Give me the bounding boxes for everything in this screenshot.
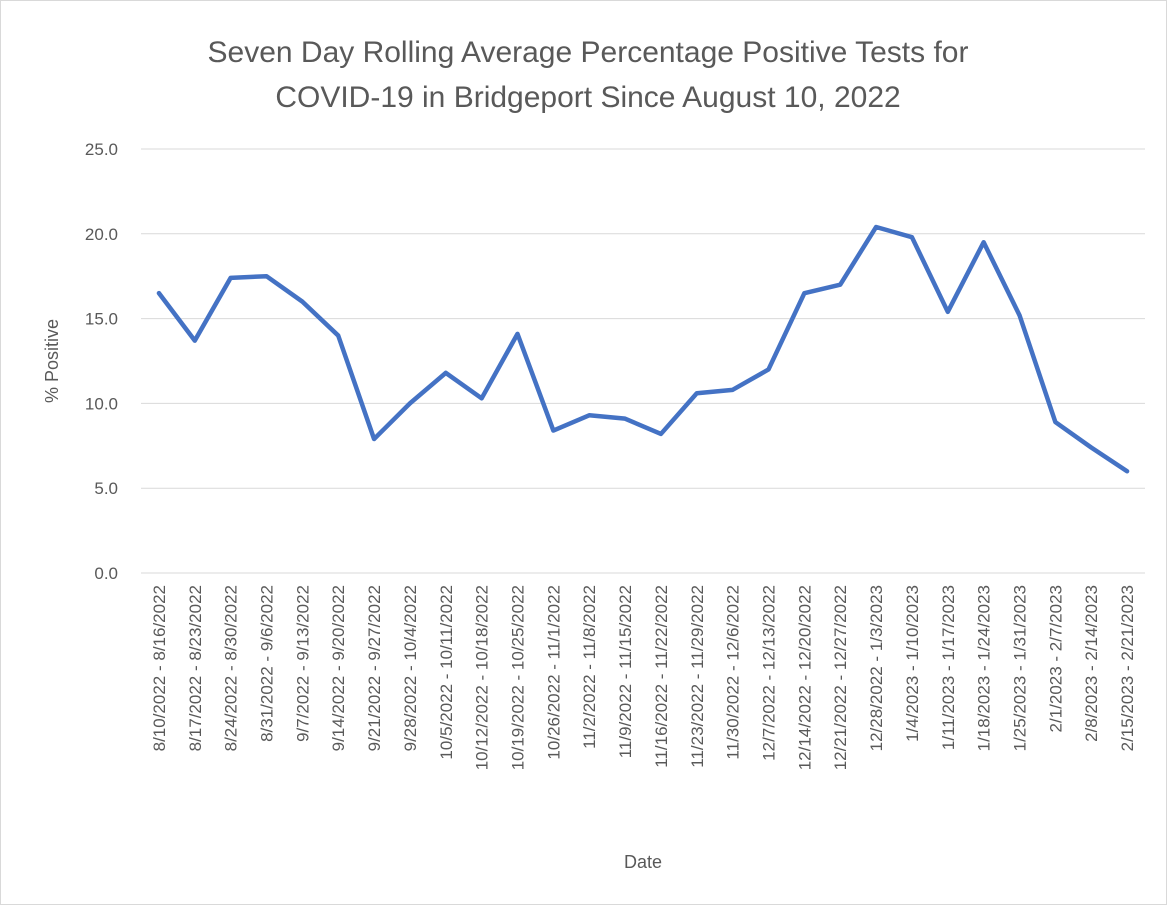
y-tick-label: 10.0 [85, 394, 118, 413]
x-tick-label: 11/16/2022 - 11/22/2022 [652, 585, 671, 768]
x-tick-label: 8/17/2022 - 8/23/2022 [186, 585, 205, 751]
x-tick-label: 12/14/2022 - 12/20/2022 [795, 585, 814, 770]
x-tick-label: 2/8/2023 - 2/14/2023 [1082, 585, 1101, 742]
x-tick-label: 11/30/2022 - 12/6/2022 [724, 585, 743, 760]
x-tick-label: 10/12/2022 - 10/18/2022 [473, 585, 492, 770]
x-tick-label: 9/14/2022 - 9/20/2022 [329, 585, 348, 751]
x-tick-label: 11/9/2022 - 11/15/2022 [616, 585, 635, 758]
y-tick-label: 25.0 [85, 140, 118, 159]
x-tick-label: 12/21/2022 - 12/27/2022 [831, 585, 850, 770]
x-tick-label: 2/15/2023 - 2/21/2023 [1118, 585, 1137, 751]
data-line [156, 224, 1130, 474]
chart-title: Seven Day Rolling Average Percentage Pos… [208, 36, 969, 69]
x-tick-label: 9/21/2022 - 9/27/2022 [365, 585, 384, 751]
x-tick-label: 10/5/2022 - 10/11/2022 [437, 585, 456, 760]
x-tick-label: 11/2/2022 - 11/8/2022 [580, 585, 599, 749]
y-tick-label: 0.0 [94, 564, 118, 583]
x-tick-label: 1/11/2023 - 1/17/2023 [939, 585, 958, 750]
x-tick-label: 10/19/2022 - 10/25/2022 [509, 585, 528, 770]
x-tick-label: 2/1/2023 - 2/7/2023 [1046, 585, 1065, 732]
y-tick-label: 20.0 [85, 225, 118, 244]
x-tick-label: 1/4/2023 - 1/10/2023 [903, 585, 922, 742]
y-tick-label: 15.0 [85, 310, 118, 329]
x-tick-label: 11/23/2022 - 11/29/2022 [688, 585, 707, 768]
x-tick-label: 1/18/2023 - 1/24/2023 [975, 585, 994, 751]
x-axis-label: Date [624, 852, 662, 872]
x-tick-label: 1/25/2023 - 1/31/2023 [1011, 585, 1030, 751]
x-tick-label: 8/10/2022 - 8/16/2022 [150, 585, 169, 751]
x-tick-label: 10/26/2022 - 11/1/2022 [544, 585, 563, 760]
y-axis-label: % Positive [42, 319, 62, 403]
y-tick-label: 5.0 [94, 479, 118, 498]
chart-title: COVID-19 in Bridgeport Since August 10, … [275, 81, 900, 114]
x-tick-label: 12/28/2022 - 1/3/2023 [867, 585, 886, 751]
x-tick-label: 12/7/2022 - 12/13/2022 [760, 585, 779, 761]
x-tick-label: 9/7/2022 - 9/13/2022 [293, 585, 312, 742]
x-tick-label: 8/31/2022 - 9/6/2022 [258, 585, 277, 742]
x-tick-label: 9/28/2022 - 10/4/2022 [401, 585, 420, 751]
x-tick-label: 8/24/2022 - 8/30/2022 [222, 585, 241, 751]
